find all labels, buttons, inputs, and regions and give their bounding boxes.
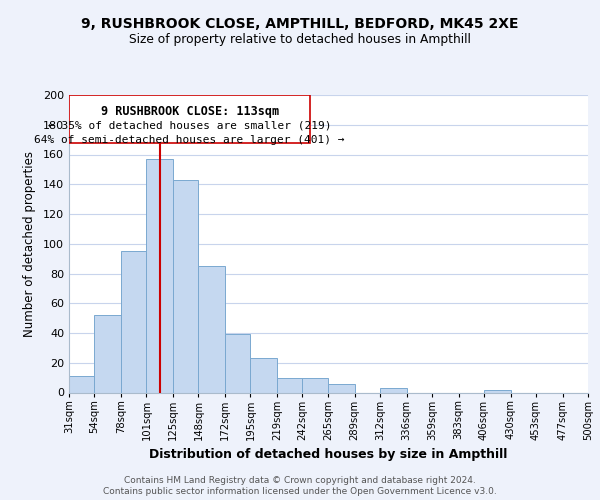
Bar (69, 95, 310, 142)
Y-axis label: Number of detached properties: Number of detached properties (23, 151, 36, 337)
Bar (199, 266, 225, 392)
Bar (121, 251, 146, 392)
Bar (94, 315, 121, 392)
Bar (146, 159, 173, 392)
X-axis label: Distribution of detached houses by size in Ampthill: Distribution of detached houses by size … (149, 448, 508, 461)
Bar (302, 378, 328, 392)
Bar (250, 358, 277, 392)
Bar (328, 384, 355, 392)
Bar (173, 180, 199, 392)
Text: 9 RUSHBROOK CLOSE: 113sqm: 9 RUSHBROOK CLOSE: 113sqm (101, 106, 279, 118)
Text: 9, RUSHBROOK CLOSE, AMPTHILL, BEDFORD, MK45 2XE: 9, RUSHBROOK CLOSE, AMPTHILL, BEDFORD, M… (81, 18, 519, 32)
Bar (225, 334, 250, 392)
Bar (484, 390, 511, 392)
Text: Contains HM Land Registry data © Crown copyright and database right 2024.: Contains HM Land Registry data © Crown c… (124, 476, 476, 485)
Bar (380, 388, 407, 392)
Text: Contains public sector information licensed under the Open Government Licence v3: Contains public sector information licen… (103, 487, 497, 496)
Text: 64% of semi-detached houses are larger (401) →: 64% of semi-detached houses are larger (… (34, 135, 345, 145)
Text: ← 35% of detached houses are smaller (219): ← 35% of detached houses are smaller (21… (48, 120, 331, 130)
Bar (277, 378, 302, 392)
Bar (69, 376, 94, 392)
Text: Size of property relative to detached houses in Ampthill: Size of property relative to detached ho… (129, 32, 471, 46)
